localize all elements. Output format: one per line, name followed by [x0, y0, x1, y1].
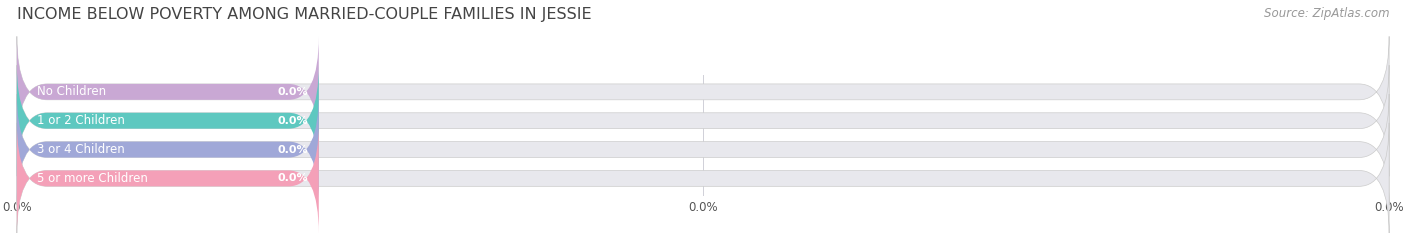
FancyBboxPatch shape [17, 36, 319, 147]
Text: 3 or 4 Children: 3 or 4 Children [38, 143, 125, 156]
FancyBboxPatch shape [17, 36, 1389, 147]
Text: 0.0%: 0.0% [277, 173, 308, 183]
Text: INCOME BELOW POVERTY AMONG MARRIED-COUPLE FAMILIES IN JESSIE: INCOME BELOW POVERTY AMONG MARRIED-COUPL… [17, 7, 592, 22]
FancyBboxPatch shape [17, 123, 1389, 233]
FancyBboxPatch shape [17, 65, 319, 176]
FancyBboxPatch shape [17, 123, 319, 233]
Text: 0.0%: 0.0% [277, 144, 308, 154]
Text: Source: ZipAtlas.com: Source: ZipAtlas.com [1264, 7, 1389, 20]
Text: No Children: No Children [38, 85, 107, 98]
Text: 0.0%: 0.0% [277, 116, 308, 126]
Text: 5 or more Children: 5 or more Children [38, 172, 148, 185]
FancyBboxPatch shape [17, 94, 1389, 205]
Text: 1 or 2 Children: 1 or 2 Children [38, 114, 125, 127]
FancyBboxPatch shape [17, 94, 319, 205]
FancyBboxPatch shape [17, 65, 1389, 176]
Text: 0.0%: 0.0% [277, 87, 308, 97]
